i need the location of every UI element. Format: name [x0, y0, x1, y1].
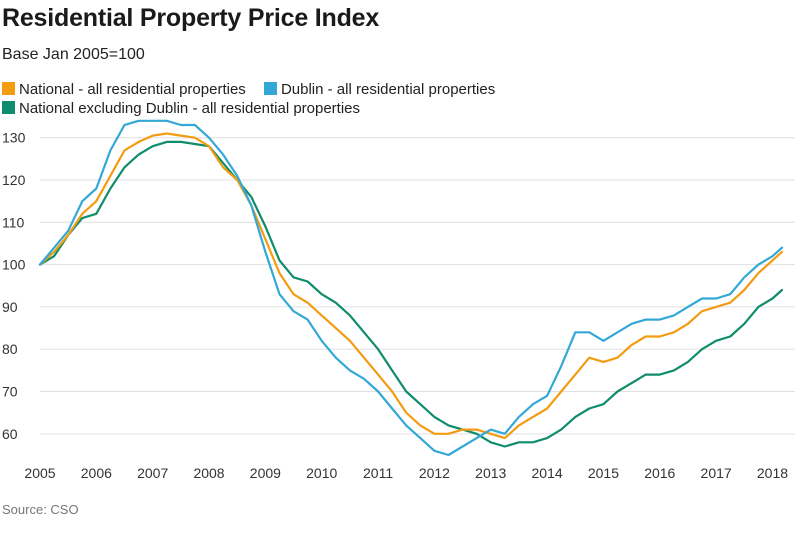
y-tick-label: 60	[2, 426, 18, 442]
y-tick-label: 130	[2, 130, 26, 146]
y-axis-ticks: 60 70 80 90 100 110 120 130	[2, 130, 26, 442]
x-tick-label: 2012	[419, 465, 450, 481]
x-tick-label: 2017	[701, 465, 732, 481]
gridlines	[40, 137, 795, 435]
chart-legend: National - all residential properties Du…	[2, 80, 782, 118]
x-tick-label: 2016	[644, 465, 675, 481]
series-line-2	[38, 140, 784, 448]
x-tick-label: 2008	[193, 465, 224, 481]
legend-item-dublin: Dublin - all residential properties	[263, 80, 496, 99]
y-tick-label: 110	[2, 214, 25, 230]
y-tick-label: 90	[2, 299, 18, 315]
x-tick-label: 2009	[250, 465, 281, 481]
legend-item-national: National - all residential properties	[2, 80, 246, 99]
legend-label-dublin: Dublin - all residential properties	[280, 81, 496, 98]
legend-item-ex-dublin: National excluding Dublin - all resident…	[2, 99, 360, 118]
chart-title: Residential Property Price Index	[2, 4, 380, 32]
legend-swatch-ex-dublin	[2, 101, 15, 114]
x-axis-ticks: 2005 2006 2007 2008 2009 2010 2011 2012 2013 2014…	[24, 465, 788, 481]
legend-label-ex-dublin: National excluding Dublin - all resident…	[19, 100, 361, 117]
legend-swatch-dublin	[263, 82, 277, 95]
x-tick-label: 2005	[24, 465, 55, 481]
y-tick-label: 70	[2, 384, 18, 400]
x-tick-label: 2015	[588, 465, 619, 481]
x-tick-label: 2011	[363, 465, 393, 481]
series-lines	[38, 119, 784, 457]
y-tick-label: 80	[2, 341, 18, 357]
x-tick-label: 2010	[306, 465, 337, 481]
x-tick-label: 2014	[532, 465, 563, 481]
x-tick-label: 2006	[81, 465, 112, 481]
x-tick-label: 2007	[137, 465, 168, 481]
x-tick-label: 2018	[757, 465, 788, 481]
y-tick-label: 120	[2, 172, 26, 188]
legend-label-national: National - all residential properties	[19, 81, 246, 98]
y-tick-label: 100	[2, 257, 26, 273]
series-line-1	[38, 119, 784, 457]
legend-swatch-national	[2, 82, 15, 95]
series-line-0	[38, 132, 784, 440]
chart-subtitle: Base Jan 2005=100	[2, 46, 145, 63]
x-tick-label: 2013	[475, 465, 506, 481]
source-note: Source: CSO	[2, 502, 79, 517]
